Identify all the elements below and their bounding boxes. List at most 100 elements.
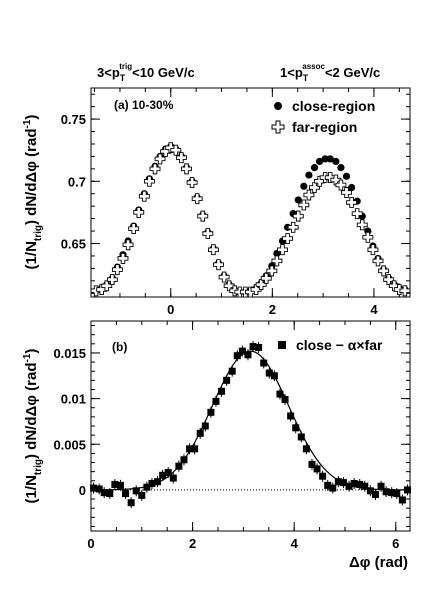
data-point-difference xyxy=(244,351,252,359)
data-point-far-region xyxy=(207,244,219,256)
data-point-far-region xyxy=(378,265,390,277)
data-point-difference xyxy=(218,387,226,395)
data-point-difference xyxy=(324,481,332,489)
data-point-difference xyxy=(276,390,284,398)
y-tick-label: 0.015 xyxy=(53,346,86,361)
x-tick-label: 4 xyxy=(291,536,299,551)
panel-b-fit-curve xyxy=(91,350,410,491)
data-point-difference xyxy=(201,422,209,430)
data-point-far-region xyxy=(197,210,209,222)
panel-b-xlabel: Δφ (rad) xyxy=(349,554,408,571)
data-point-far-region xyxy=(106,274,118,286)
data-point-far-region xyxy=(292,210,304,222)
data-point-difference xyxy=(143,483,151,491)
panel-b: 0 2 4 6 0 0.005 0.01 0.015 (b) close − α×far (1… xyxy=(22,320,411,571)
x-tick-label: 6 xyxy=(392,536,399,551)
data-point-difference xyxy=(106,490,114,498)
data-point-difference xyxy=(403,486,411,494)
data-point-difference xyxy=(265,369,273,377)
data-point-difference xyxy=(223,376,231,384)
x-tick-label: 0 xyxy=(167,302,174,317)
panel-b-points xyxy=(90,341,411,509)
data-point-far-region xyxy=(335,179,347,191)
data-point-difference xyxy=(238,347,246,355)
data-point-difference xyxy=(207,408,215,416)
data-point-difference xyxy=(90,484,98,492)
data-point-difference xyxy=(159,471,167,479)
data-point-difference xyxy=(388,489,396,497)
legend-close-region-marker xyxy=(274,102,282,110)
data-point-difference xyxy=(350,480,358,488)
data-point-difference xyxy=(297,433,305,441)
data-point-far-region xyxy=(351,208,363,220)
data-point-difference xyxy=(154,478,162,486)
data-point-close-region xyxy=(310,164,319,172)
data-point-far-region xyxy=(154,153,166,165)
data-point-difference xyxy=(308,460,316,468)
data-point-far-region xyxy=(255,279,267,291)
data-point-far-region xyxy=(372,255,384,267)
x-tick-label: 2 xyxy=(269,302,276,317)
data-point-far-region xyxy=(117,252,129,264)
data-point-far-region xyxy=(277,244,288,256)
data-point-far-region xyxy=(260,272,272,284)
data-point-close-region xyxy=(305,171,313,179)
data-point-difference xyxy=(180,456,188,464)
data-point-far-region xyxy=(356,219,368,231)
data-point-difference xyxy=(287,412,295,420)
data-point-close-region xyxy=(326,155,334,163)
data-point-close-region xyxy=(337,164,345,172)
data-point-difference xyxy=(255,343,263,351)
data-point-difference xyxy=(292,424,300,432)
data-point-close-region xyxy=(347,183,356,192)
data-point-difference xyxy=(95,485,103,493)
data-point-difference xyxy=(169,474,177,482)
x-tick-label: 0 xyxy=(87,536,94,551)
panel-b-ticks: 0 2 4 6 0 0.005 0.01 0.015 xyxy=(53,321,410,551)
data-point-difference xyxy=(366,487,374,495)
data-point-far-region xyxy=(165,142,177,154)
data-point-difference xyxy=(127,499,135,507)
data-point-difference xyxy=(339,479,347,487)
y-tick-label: 0.7 xyxy=(68,174,86,189)
data-point-difference xyxy=(249,343,257,351)
y-tick-label: 0.01 xyxy=(61,392,86,407)
data-point-close-region xyxy=(321,155,329,163)
data-point-difference xyxy=(122,490,130,498)
data-point-far-region xyxy=(271,255,283,267)
data-point-difference xyxy=(313,465,321,473)
data-point-difference xyxy=(111,480,119,488)
data-point-far-region xyxy=(287,221,299,233)
data-point-difference xyxy=(148,480,156,488)
y-tick-label: 0 xyxy=(79,483,86,498)
data-point-far-region xyxy=(250,284,262,295)
data-point-far-region xyxy=(399,285,411,297)
data-point-difference xyxy=(302,445,310,453)
data-point-difference xyxy=(377,482,385,490)
data-point-close-region xyxy=(315,157,324,165)
data-point-far-region xyxy=(346,197,358,208)
data-point-difference xyxy=(329,484,337,492)
panel-a-frame xyxy=(90,87,411,298)
data-point-far-region xyxy=(170,144,182,156)
data-point-difference xyxy=(371,490,379,498)
data-point-far-region xyxy=(111,264,123,276)
data-point-far-region xyxy=(367,244,379,256)
data-point-difference xyxy=(186,445,194,453)
panel-a-label: (a) 10-30% xyxy=(114,98,174,112)
data-point-difference xyxy=(270,372,278,380)
legend-close-region: close-region xyxy=(292,98,375,114)
header-left-label: 3<pTtrig<10 GeV/c xyxy=(97,62,195,83)
data-point-difference xyxy=(260,359,268,367)
legend-difference: close − α×far xyxy=(296,337,383,353)
legend-far-region-cross xyxy=(271,120,285,134)
panel-a-ylabel: (1/Ntrig) dN/dΔφ (rad-1) xyxy=(22,115,44,270)
data-point-close-region xyxy=(294,196,302,204)
data-point-far-region xyxy=(202,228,214,240)
data-point-difference xyxy=(196,429,204,437)
data-point-difference xyxy=(382,488,390,496)
panel-a-ticks: 0 2 4 0.65 0.7 0.75 xyxy=(61,88,410,317)
data-point-close-region xyxy=(342,172,351,180)
data-point-far-region xyxy=(303,189,315,201)
data-point-far-region xyxy=(393,284,405,295)
